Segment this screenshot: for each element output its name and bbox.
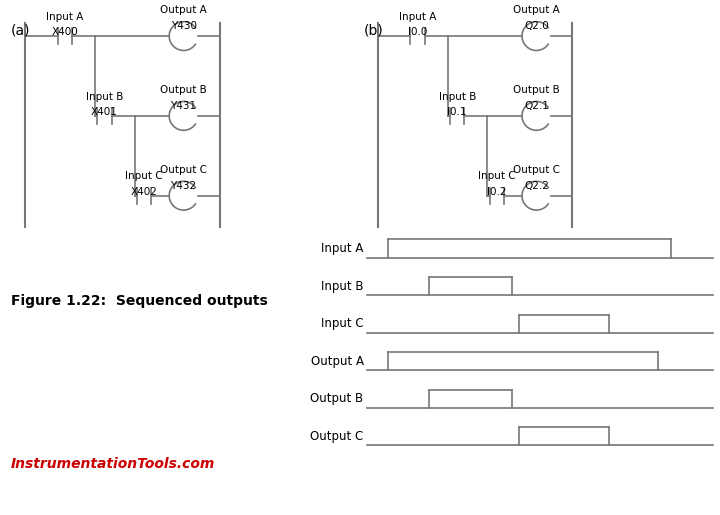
Text: Y431: Y431 bbox=[171, 101, 197, 111]
Text: Input C: Input C bbox=[478, 171, 516, 181]
Text: Q2.1: Q2.1 bbox=[524, 101, 549, 111]
Text: X401: X401 bbox=[91, 107, 118, 117]
Text: Output A: Output A bbox=[513, 6, 559, 15]
Text: Input C: Input C bbox=[125, 171, 163, 181]
Text: Output C: Output C bbox=[513, 165, 560, 175]
Text: Output B: Output B bbox=[161, 85, 207, 95]
Text: Input B: Input B bbox=[321, 280, 364, 293]
Text: X400: X400 bbox=[51, 27, 78, 38]
Text: Q2.0: Q2.0 bbox=[524, 21, 549, 31]
Text: Input A: Input A bbox=[399, 12, 436, 22]
Text: Output C: Output C bbox=[310, 430, 364, 443]
Text: InstrumentationTools.com: InstrumentationTools.com bbox=[11, 456, 215, 471]
Text: Input A: Input A bbox=[321, 242, 364, 255]
Text: Input B: Input B bbox=[86, 92, 123, 101]
Text: Figure 1.22:  Sequenced outputs: Figure 1.22: Sequenced outputs bbox=[11, 294, 268, 307]
Text: X402: X402 bbox=[130, 187, 158, 197]
Text: I0.0: I0.0 bbox=[408, 27, 427, 38]
Text: Q2.2: Q2.2 bbox=[524, 181, 549, 191]
Text: Output A: Output A bbox=[161, 6, 207, 15]
Text: Output C: Output C bbox=[160, 165, 207, 175]
Text: Output A: Output A bbox=[310, 355, 364, 368]
Text: (b): (b) bbox=[364, 23, 383, 37]
Text: Output B: Output B bbox=[513, 85, 559, 95]
Text: Input C: Input C bbox=[321, 317, 364, 330]
Text: Input B: Input B bbox=[438, 92, 476, 101]
Text: Y430: Y430 bbox=[171, 21, 197, 31]
Text: I0.2: I0.2 bbox=[487, 187, 507, 197]
Text: I0.1: I0.1 bbox=[447, 107, 467, 117]
Text: Y432: Y432 bbox=[171, 181, 197, 191]
Text: (a): (a) bbox=[11, 23, 30, 37]
Text: Input A: Input A bbox=[46, 12, 84, 22]
Text: Output B: Output B bbox=[310, 392, 364, 405]
